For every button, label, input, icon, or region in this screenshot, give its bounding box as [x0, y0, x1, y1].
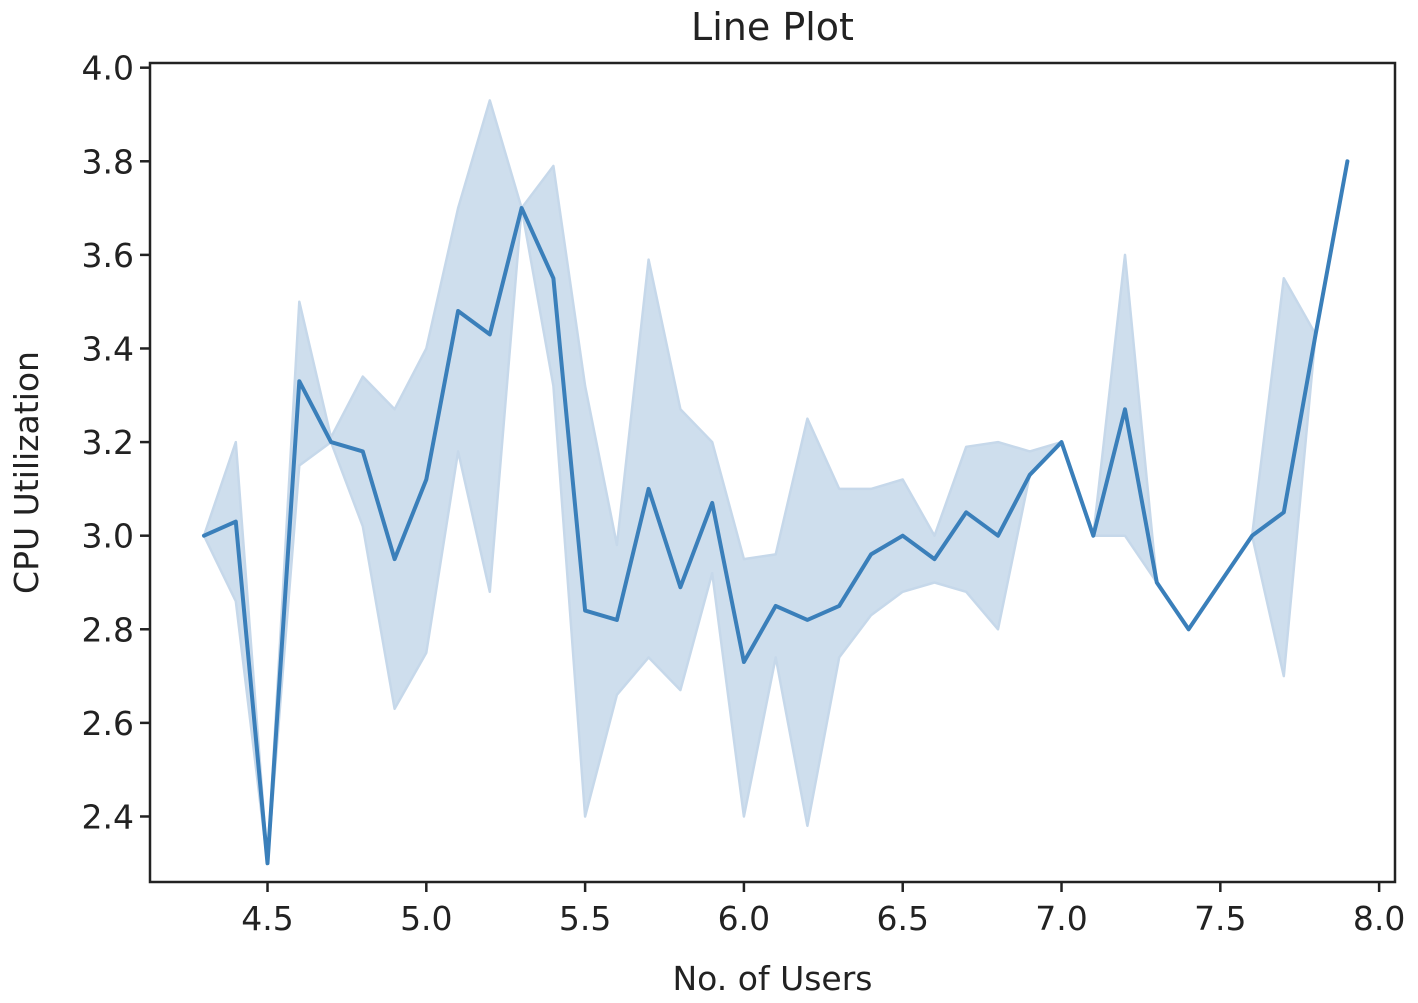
- series-line: [202, 159, 1350, 866]
- y-axis-label: CPU Utilization: [7, 351, 46, 594]
- x-tick-label: 6.0: [718, 899, 770, 938]
- x-axis-ticks: 4.5 5.0 5.5 6.0 6.5 7.0 7.5 8.0: [241, 882, 1405, 938]
- confidence-band: [202, 99, 1349, 865]
- x-axis-label: No. of Users: [673, 959, 873, 998]
- y-tick-label: 4.0: [82, 49, 134, 88]
- x-tick-label: 8.0: [1353, 899, 1405, 938]
- y-tick-label: 2.6: [82, 704, 134, 743]
- chart-title: Line Plot: [691, 5, 854, 49]
- line-layer: [202, 159, 1350, 866]
- x-tick-label: 7.0: [1035, 899, 1087, 938]
- x-tick-label: 5.5: [559, 899, 611, 938]
- x-tick-label: 4.5: [241, 899, 293, 938]
- y-tick-label: 2.8: [82, 610, 134, 649]
- y-tick-label: 3.0: [82, 517, 134, 556]
- plot-frame: [148, 61, 1397, 884]
- y-tick-label: 3.6: [82, 236, 134, 275]
- y-tick-label: 3.2: [82, 423, 134, 462]
- confidence-band-layer: [202, 99, 1349, 865]
- y-tick-label: 2.4: [82, 797, 134, 836]
- x-tick-label: 5.0: [400, 899, 452, 938]
- y-tick-label: 3.8: [82, 142, 134, 181]
- x-tick-label: 7.5: [1194, 899, 1246, 938]
- y-tick-label: 3.4: [82, 329, 134, 368]
- y-axis-ticks: 2.4 2.6 2.8 3.0 3.2 3.4 3.6 3.8 4.0: [82, 49, 150, 836]
- x-tick-label: 6.5: [876, 899, 928, 938]
